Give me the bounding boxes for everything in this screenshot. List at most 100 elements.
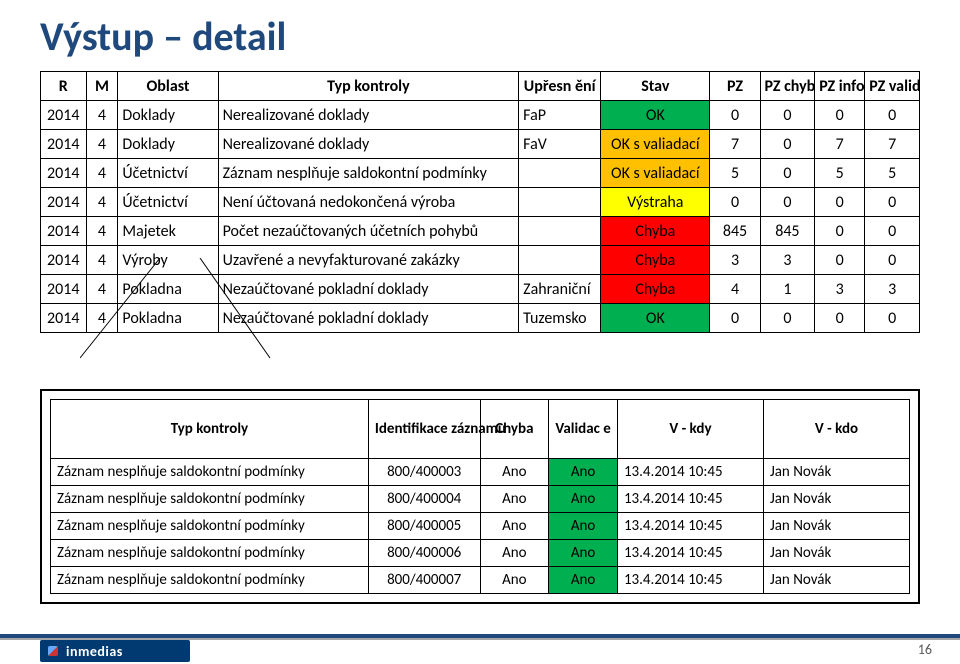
cell: 800/400005 bbox=[368, 513, 480, 540]
cell: Zahraniční bbox=[519, 275, 601, 304]
cell: 800/400007 bbox=[368, 567, 480, 594]
cell: Ano bbox=[480, 540, 549, 567]
cell: Výstraha bbox=[601, 188, 710, 217]
cell: 0 bbox=[815, 101, 865, 130]
cell bbox=[519, 159, 601, 188]
cell: 4 bbox=[86, 246, 118, 275]
table-row: 20144ÚčetnictvíZáznam nesplňuje saldokon… bbox=[41, 159, 920, 188]
cell: Chyba bbox=[601, 217, 710, 246]
cell: 13.4.2014 10:45 bbox=[617, 459, 763, 486]
cell: Chyba bbox=[601, 246, 710, 275]
cell: Ano bbox=[480, 567, 549, 594]
cell: 4 bbox=[86, 130, 118, 159]
cell: 0 bbox=[865, 217, 920, 246]
cell: 4 bbox=[86, 101, 118, 130]
cell: 845 bbox=[710, 217, 760, 246]
cell: Účetnictví bbox=[118, 188, 218, 217]
cell: 0 bbox=[760, 101, 815, 130]
cell: 3 bbox=[865, 275, 920, 304]
cell: 845 bbox=[760, 217, 815, 246]
cell: 4 bbox=[86, 275, 118, 304]
cell: Pokladna bbox=[118, 275, 218, 304]
cell: 4 bbox=[86, 159, 118, 188]
table-row: Záznam nesplňuje saldokontní podmínky800… bbox=[51, 459, 910, 486]
cell: 13.4.2014 10:45 bbox=[617, 540, 763, 567]
cell: 3 bbox=[710, 246, 760, 275]
cell: Ano bbox=[549, 567, 618, 594]
main-th: Oblast bbox=[118, 72, 218, 101]
cell: 2014 bbox=[41, 130, 87, 159]
table-row: Záznam nesplňuje saldokontní podmínky800… bbox=[51, 486, 910, 513]
main-th: Upřesn ění bbox=[519, 72, 601, 101]
cell: 7 bbox=[710, 130, 760, 159]
cell: 0 bbox=[760, 188, 815, 217]
cell: Účetnictví bbox=[118, 159, 218, 188]
main-th: PZ bbox=[710, 72, 760, 101]
cell: OK s valiadací bbox=[601, 159, 710, 188]
main-th: Stav bbox=[601, 72, 710, 101]
cell bbox=[519, 188, 601, 217]
cell: 4 bbox=[710, 275, 760, 304]
table-row: Záznam nesplňuje saldokontní podmínky800… bbox=[51, 540, 910, 567]
cell: 5 bbox=[710, 159, 760, 188]
cell: Jan Novák bbox=[763, 540, 909, 567]
cell: Záznam nesplňuje saldokontní podmínky bbox=[51, 540, 369, 567]
cell: Ano bbox=[480, 459, 549, 486]
table-row: 20144PokladnaNezaúčtované pokladní dokla… bbox=[41, 304, 920, 333]
cell: Uzavřené a nevyfakturované zakázky bbox=[218, 246, 519, 275]
cell: 0 bbox=[760, 304, 815, 333]
cell: 0 bbox=[815, 188, 865, 217]
cell: Ano bbox=[549, 459, 618, 486]
cell: 4 bbox=[86, 217, 118, 246]
cell: Jan Novák bbox=[763, 567, 909, 594]
cell: 2014 bbox=[41, 217, 87, 246]
cell: 0 bbox=[760, 130, 815, 159]
main-th: R bbox=[41, 72, 87, 101]
cell: 800/400004 bbox=[368, 486, 480, 513]
cell: 1 bbox=[760, 275, 815, 304]
cell: Doklady bbox=[118, 101, 218, 130]
cell: 0 bbox=[815, 217, 865, 246]
cell: Ano bbox=[549, 540, 618, 567]
detail-table-header: Typ kontrolyIdentifikace záznamuChybaVal… bbox=[51, 400, 910, 459]
cell: 4 bbox=[86, 304, 118, 333]
detail-th: Validac e bbox=[549, 400, 618, 459]
cell: 2014 bbox=[41, 188, 87, 217]
cell: FaP bbox=[519, 101, 601, 130]
detail-th: Identifikace záznamu bbox=[368, 400, 480, 459]
cell: Záznam nesplňuje saldokontní podmínky bbox=[51, 486, 369, 513]
cell: Chyba bbox=[601, 275, 710, 304]
cell: Doklady bbox=[118, 130, 218, 159]
cell: Nerealizované doklady bbox=[218, 101, 519, 130]
slide: Výstup – detail RMOblastTyp kontrolyUpře… bbox=[0, 0, 960, 664]
cell bbox=[519, 246, 601, 275]
cell: Ano bbox=[480, 513, 549, 540]
cell: Tuzemsko bbox=[519, 304, 601, 333]
cell: Ano bbox=[549, 486, 618, 513]
cell: 0 bbox=[710, 101, 760, 130]
table-row: Záznam nesplňuje saldokontní podmínky800… bbox=[51, 567, 910, 594]
cell: 0 bbox=[710, 304, 760, 333]
cell: OK bbox=[601, 101, 710, 130]
cell: 0 bbox=[865, 246, 920, 275]
cell: Jan Novák bbox=[763, 486, 909, 513]
cell: Ano bbox=[549, 513, 618, 540]
table-row: Záznam nesplňuje saldokontní podmínky800… bbox=[51, 513, 910, 540]
cell: 800/400006 bbox=[368, 540, 480, 567]
cell: 0 bbox=[865, 101, 920, 130]
cell: 13.4.2014 10:45 bbox=[617, 567, 763, 594]
cell: 13.4.2014 10:45 bbox=[617, 513, 763, 540]
cell: Nezaúčtované pokladní doklady bbox=[218, 275, 519, 304]
cell: 0 bbox=[865, 304, 920, 333]
detail-table: Typ kontrolyIdentifikace záznamuChybaVal… bbox=[50, 399, 910, 594]
cell: 0 bbox=[815, 304, 865, 333]
detail-th: V - kdy bbox=[617, 400, 763, 459]
page-title: Výstup – detail bbox=[40, 12, 920, 61]
cell: OK bbox=[601, 304, 710, 333]
table-row: 20144PokladnaNezaúčtované pokladní dokla… bbox=[41, 275, 920, 304]
cell: 3 bbox=[815, 275, 865, 304]
cell: 0 bbox=[710, 188, 760, 217]
table-row: 20144DokladyNerealizované dokladyFaPOK00… bbox=[41, 101, 920, 130]
table-row: 20144DokladyNerealizované dokladyFaVOK s… bbox=[41, 130, 920, 159]
cell: 2014 bbox=[41, 159, 87, 188]
